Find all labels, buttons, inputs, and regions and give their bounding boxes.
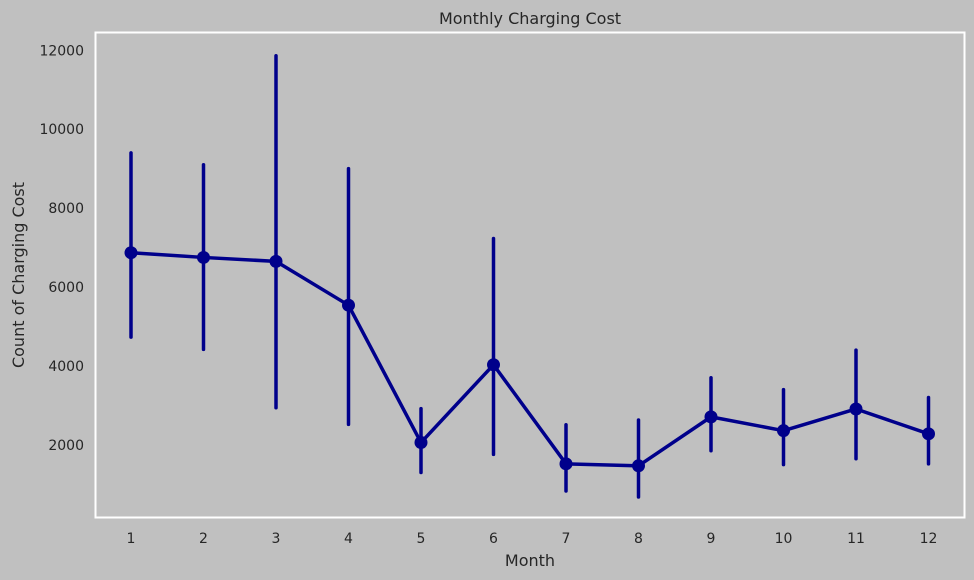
data-point <box>269 254 283 268</box>
x-tick-label: 9 <box>707 531 716 547</box>
x-tick-label: 6 <box>489 531 498 547</box>
x-tick-label: 7 <box>562 531 571 547</box>
data-point <box>124 246 138 260</box>
y-tick-label: 10000 <box>39 122 84 138</box>
x-tick-label: 3 <box>272 531 281 547</box>
x-tick-label: 10 <box>775 531 793 547</box>
data-point <box>922 427 935 441</box>
data-point <box>559 457 573 471</box>
data-point <box>197 250 210 264</box>
x-tick-label: 2 <box>199 531 208 547</box>
y-tick-label: 6000 <box>48 280 84 296</box>
x-tick-label: 12 <box>920 531 938 547</box>
x-tick-label: 11 <box>847 531 865 547</box>
x-tick-labels: 1 2 3 4 5 6 7 8 9 10 11 12 <box>127 531 938 547</box>
data-point <box>704 410 718 424</box>
data-points <box>124 246 935 473</box>
y-tick-label: 2000 <box>48 438 84 454</box>
x-axis-label: Month <box>505 551 555 570</box>
x-tick-label: 4 <box>344 531 353 547</box>
plot-area <box>94 31 966 519</box>
y-axis-label: Count of Charging Cost <box>9 182 28 368</box>
x-tick-label: 1 <box>127 531 136 547</box>
y-tick-label: 4000 <box>48 359 84 375</box>
series-line-group <box>130 250 930 468</box>
series-line <box>130 250 930 468</box>
y-tick-labels: 2000 4000 6000 8000 10000 12000 <box>39 43 84 454</box>
data-point <box>632 459 645 473</box>
data-point <box>777 424 790 438</box>
chart-title: Monthly Charging Cost <box>439 9 621 28</box>
data-point <box>414 436 428 450</box>
y-tick-label: 12000 <box>39 43 84 59</box>
data-point <box>487 358 500 372</box>
data-point <box>342 298 355 312</box>
x-tick-label: 8 <box>634 531 643 547</box>
data-point <box>849 402 863 416</box>
x-tick-label: 5 <box>417 531 426 547</box>
y-tick-label: 8000 <box>48 201 84 217</box>
